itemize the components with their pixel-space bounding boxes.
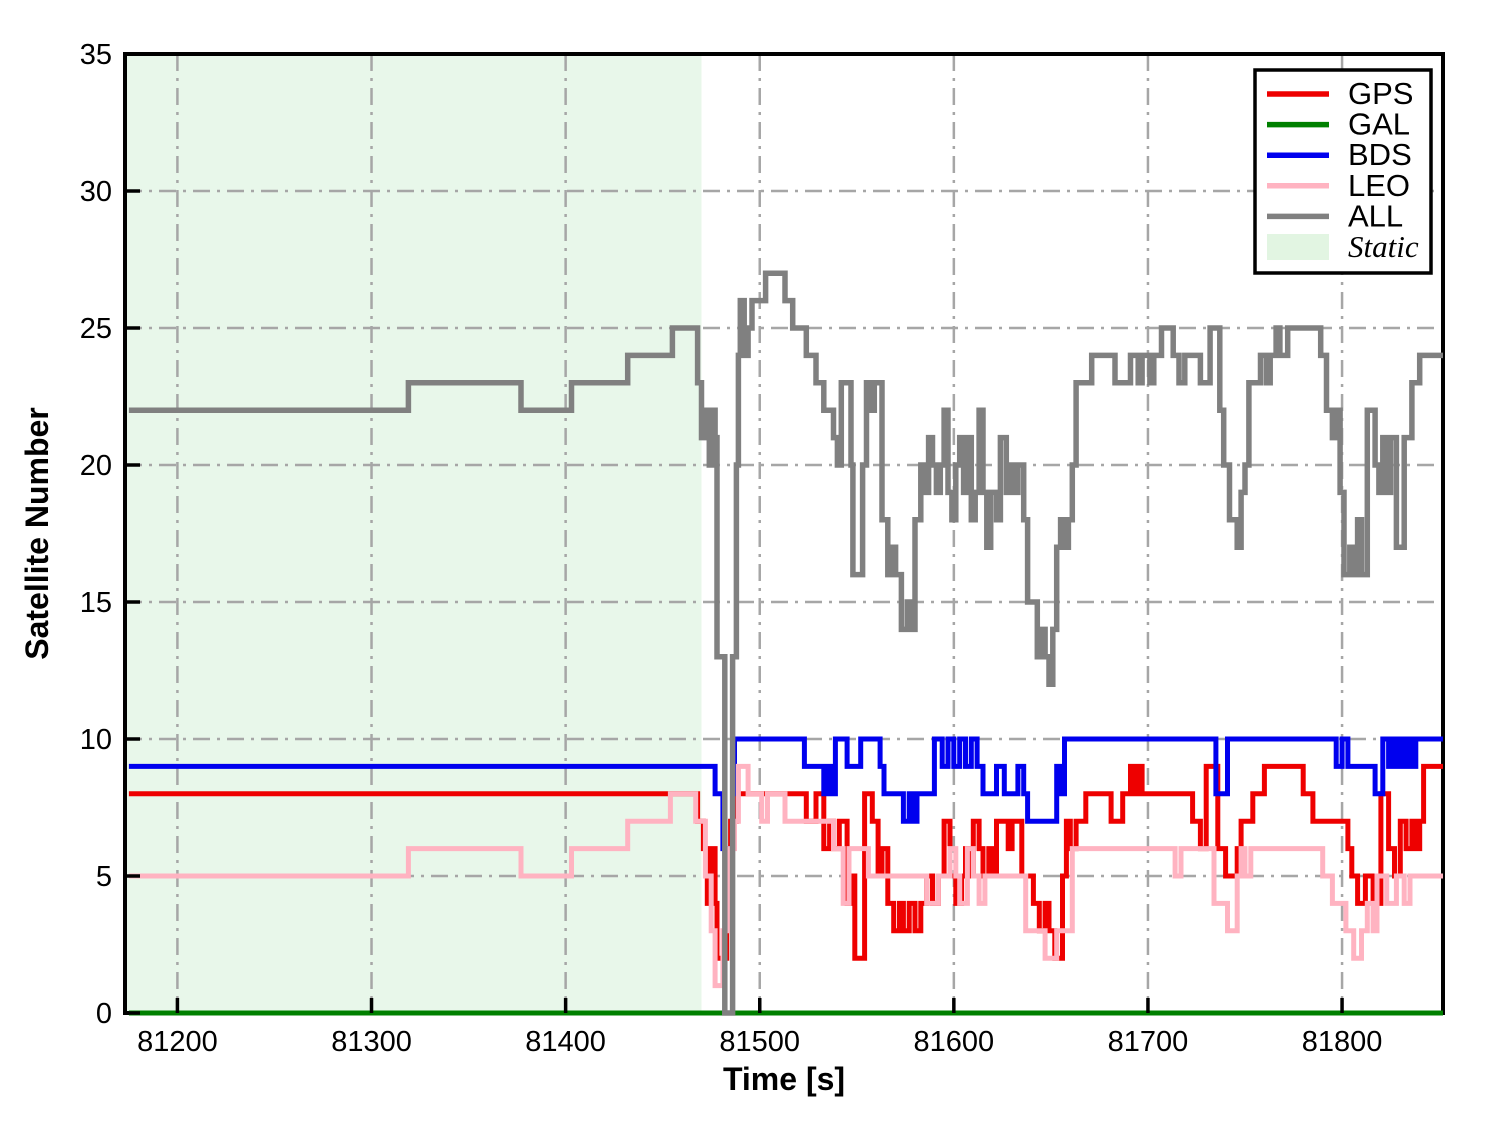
x-tick-label: 81800 (1302, 1026, 1383, 1058)
x-tick-label: 81200 (137, 1026, 218, 1058)
y-tick-label: 20 (80, 450, 112, 482)
y-tick-label: 5 (96, 861, 112, 893)
legend-swatch-static (1267, 234, 1329, 260)
y-tick-label: 15 (80, 587, 112, 619)
series-line-all (128, 270, 1443, 1016)
series-line-gps (128, 763, 1443, 961)
y-tick-label: 35 (80, 39, 112, 71)
x-tick-label: 81600 (914, 1026, 995, 1058)
y-tick-label: 30 (80, 176, 112, 208)
legend-label-leo: LEO (1348, 168, 1410, 203)
y-tick-label: 0 (96, 998, 112, 1030)
y-tick-label: 10 (80, 724, 112, 756)
series-line-bds (128, 736, 1443, 852)
series-line-leo (128, 763, 1443, 989)
y-tick-label: 25 (80, 313, 112, 345)
x-tick-label: 81400 (525, 1026, 606, 1058)
x-axis-label: Time [s] (723, 1061, 845, 1097)
legend-label-all: ALL (1348, 198, 1403, 233)
static-region-shading (125, 54, 702, 1013)
legend-label-gps: GPS (1348, 76, 1413, 111)
x-tick-label: 81500 (719, 1026, 800, 1058)
x-tick-label: 81300 (331, 1026, 412, 1058)
y-axis-label: Satellite Number (19, 407, 55, 660)
legend-label-gal: GAL (1348, 107, 1410, 142)
x-tick-label: 81700 (1108, 1026, 1189, 1058)
legend-label-static: Static (1348, 229, 1419, 264)
legend-label-bds: BDS (1348, 137, 1412, 172)
